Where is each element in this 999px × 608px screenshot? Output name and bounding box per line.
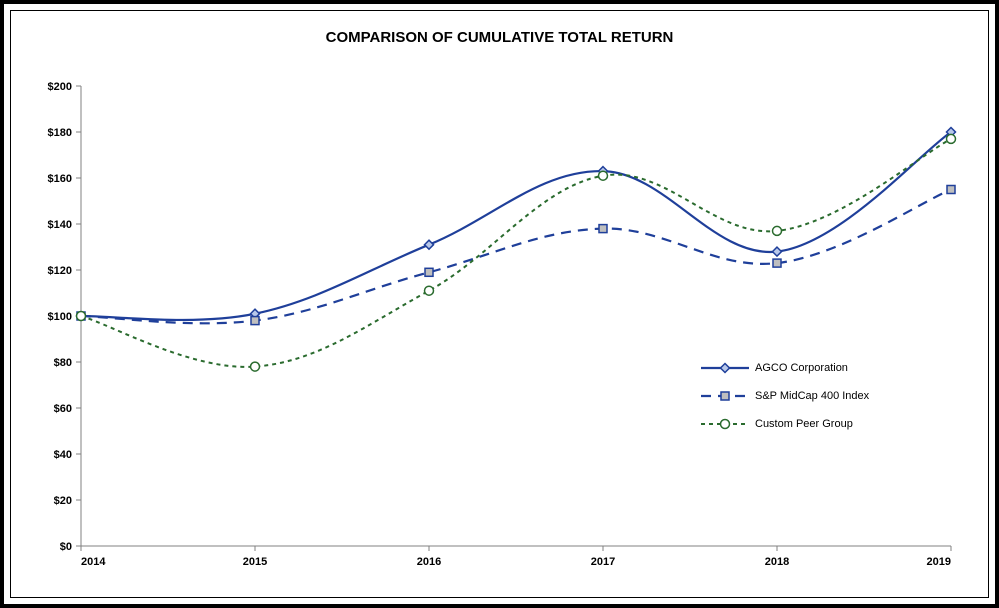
legend-swatch: [701, 361, 749, 375]
data-marker: [251, 362, 260, 371]
data-marker: [77, 312, 86, 321]
x-tick-label: 2014: [81, 556, 106, 568]
y-tick-label: $80: [54, 357, 72, 369]
y-tick-label: $120: [48, 265, 72, 277]
legend-item: AGCO Corporation: [701, 361, 869, 375]
y-tick-label: $180: [48, 127, 72, 139]
y-tick-label: $20: [54, 495, 72, 507]
series-line: [81, 132, 951, 320]
y-tick-label: $60: [54, 403, 72, 415]
series-line: [81, 190, 951, 324]
plot-area: $0$20$40$60$80$100$120$140$160$180$20020…: [81, 86, 951, 546]
chart-title: COMPARISON OF CUMULATIVE TOTAL RETURN: [11, 29, 988, 46]
data-marker: [599, 171, 608, 180]
x-tick-label: 2015: [243, 556, 267, 568]
legend-item: Custom Peer Group: [701, 417, 869, 431]
data-marker: [599, 225, 607, 233]
data-marker: [773, 247, 782, 256]
x-tick-label: 2019: [927, 556, 951, 568]
series-line: [81, 139, 951, 367]
data-marker: [425, 286, 434, 295]
y-tick-label: $0: [60, 541, 72, 553]
legend-label: Custom Peer Group: [755, 418, 853, 430]
data-marker: [251, 317, 259, 325]
legend-item: S&P MidCap 400 Index: [701, 389, 869, 403]
legend: AGCO Corporation S&P MidCap 400 Index Cust…: [701, 361, 869, 445]
x-tick-label: 2018: [765, 556, 789, 568]
y-tick-label: $140: [48, 219, 72, 231]
y-tick-label: $160: [48, 173, 72, 185]
legend-swatch: [701, 389, 749, 403]
data-marker: [425, 268, 433, 276]
y-tick-label: $100: [48, 311, 72, 323]
chart-outer-frame: COMPARISON OF CUMULATIVE TOTAL RETURN $0…: [0, 0, 999, 608]
data-marker: [947, 186, 955, 194]
legend-label: S&P MidCap 400 Index: [755, 390, 869, 402]
chart-svg: $0$20$40$60$80$100$120$140$160$180$20020…: [81, 86, 951, 546]
x-tick-label: 2017: [591, 556, 615, 568]
x-tick-label: 2016: [417, 556, 441, 568]
y-tick-label: $40: [54, 449, 72, 461]
y-tick-label: $200: [48, 81, 72, 93]
legend-swatch: [701, 417, 749, 431]
data-marker: [425, 240, 434, 249]
data-marker: [773, 226, 782, 235]
data-marker: [773, 259, 781, 267]
legend-label: AGCO Corporation: [755, 362, 848, 374]
data-marker: [947, 134, 956, 143]
chart-inner-frame: COMPARISON OF CUMULATIVE TOTAL RETURN $0…: [10, 10, 989, 598]
